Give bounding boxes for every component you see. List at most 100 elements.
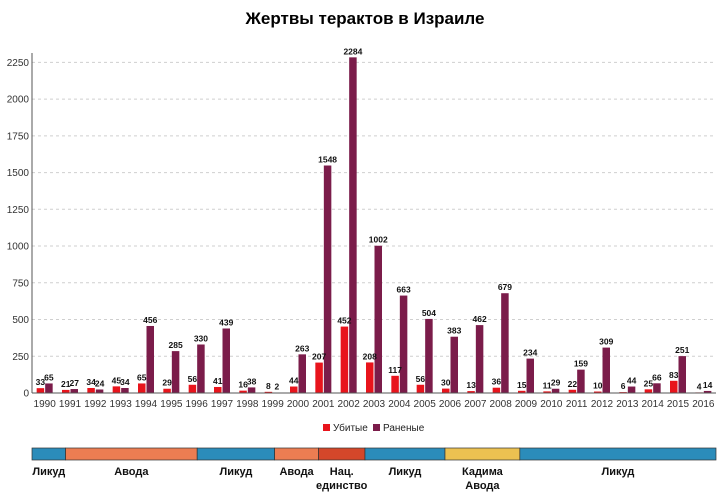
data-label: 65 [44,372,54,382]
legend-label-wounded: Раненые [383,423,425,434]
data-label: 34 [86,377,96,387]
data-label: 66 [652,372,662,382]
x-tick-label: 2012 [591,399,614,410]
x-tick-label: 1991 [59,399,82,410]
bar-killed [416,384,425,393]
data-label: 663 [396,285,410,295]
x-tick-label: 2015 [667,399,690,410]
bar-wounded [349,57,357,393]
bar-killed [62,389,70,393]
data-label: 83 [669,370,679,380]
bar-wounded [602,347,610,393]
x-tick-label: 1998 [236,399,259,410]
data-label: 30 [441,378,451,388]
government-period-label: Ликуд [220,466,253,478]
data-label: 25 [644,378,654,388]
bar-killed [518,390,526,393]
data-label: 44 [627,376,637,386]
bar-wounded [551,388,560,393]
data-label: 8 [266,381,271,391]
bar-killed [290,386,298,393]
x-tick-label: 2010 [540,399,563,410]
bar-wounded [653,383,661,393]
bar-wounded [450,336,458,393]
x-tick-label: 2001 [312,399,335,410]
bar-killed [340,326,349,393]
government-period-label: Авода [114,466,149,478]
government-period-label: Ликуд [32,466,65,478]
x-tick-label: 2006 [439,399,462,410]
government-period-segment [364,447,446,461]
data-label: 29 [162,378,172,388]
data-label: 159 [574,359,588,369]
bar-wounded [703,390,712,393]
bar-killed [366,362,374,393]
x-tick-label: 2003 [363,399,386,410]
x-tick-label: 2004 [388,399,411,410]
data-label: 16 [238,380,248,390]
bar-killed [163,388,171,393]
data-label: 33 [36,377,46,387]
x-tick-label: 2008 [490,399,513,410]
data-label: 462 [472,314,486,324]
data-label: 208 [363,351,377,361]
bar-wounded [475,325,484,393]
data-label: 14 [703,380,713,390]
data-label: 11 [543,380,552,390]
bars [36,57,712,394]
bar-wounded [247,387,256,393]
data-label: 36 [492,377,502,387]
bar-killed [214,386,222,393]
x-tick-label: 1992 [84,399,107,410]
legend-label-killed: Убитые [333,422,368,434]
data-label: 251 [675,345,689,355]
bar-killed [239,390,247,393]
data-label: 56 [416,374,426,384]
x-axis: 1990 1991 1992 1993 1994 1995 1996 1997 1998 1999… [32,392,716,410]
data-label: 22 [568,379,578,389]
x-tick-label: 2000 [287,399,310,410]
data-label: 44 [289,376,299,386]
bar-killed [442,388,450,393]
government-period-segment [65,447,198,461]
data-label: 383 [447,326,461,336]
data-label: 285 [168,340,182,350]
bar-killed [492,387,501,393]
bar-wounded [222,328,230,393]
bar-killed [188,384,197,393]
y-tick-label: 2250 [7,58,30,69]
bar-wounded [678,356,686,393]
y-tick-label: 1500 [7,168,30,179]
data-label: 45 [112,375,122,385]
data-label: 456 [143,315,157,325]
data-label: 29 [551,378,561,388]
x-tick-label: 2009 [515,399,538,410]
legend-swatch-wounded [373,424,380,431]
x-tick-label: 2002 [338,399,361,410]
data-label: 309 [599,337,613,347]
bar-killed [594,391,602,393]
legend-swatch-killed [323,424,330,431]
bar-wounded [577,369,585,393]
bar-wounded [70,389,78,393]
bar-wounded [95,389,104,393]
x-tick-label: 1993 [110,399,133,410]
y-tick-label: 250 [12,352,29,363]
data-label: 27 [70,378,80,388]
data-label: 21 [61,379,71,389]
bar-killed [138,383,146,393]
data-label: 41 [213,376,223,386]
bar-wounded [323,165,332,393]
data-label: 4 [697,381,702,391]
y-tick-label: 1750 [7,131,30,142]
bar-killed [315,362,323,393]
x-tick-label: 1997 [211,399,234,410]
bar-wounded [121,388,129,393]
x-tick-label: 2014 [642,399,665,410]
bar-killed [568,389,577,393]
bar-killed [87,388,95,393]
bar-killed [112,386,121,393]
data-label: 1002 [369,235,388,245]
data-label: 6 [621,381,626,391]
